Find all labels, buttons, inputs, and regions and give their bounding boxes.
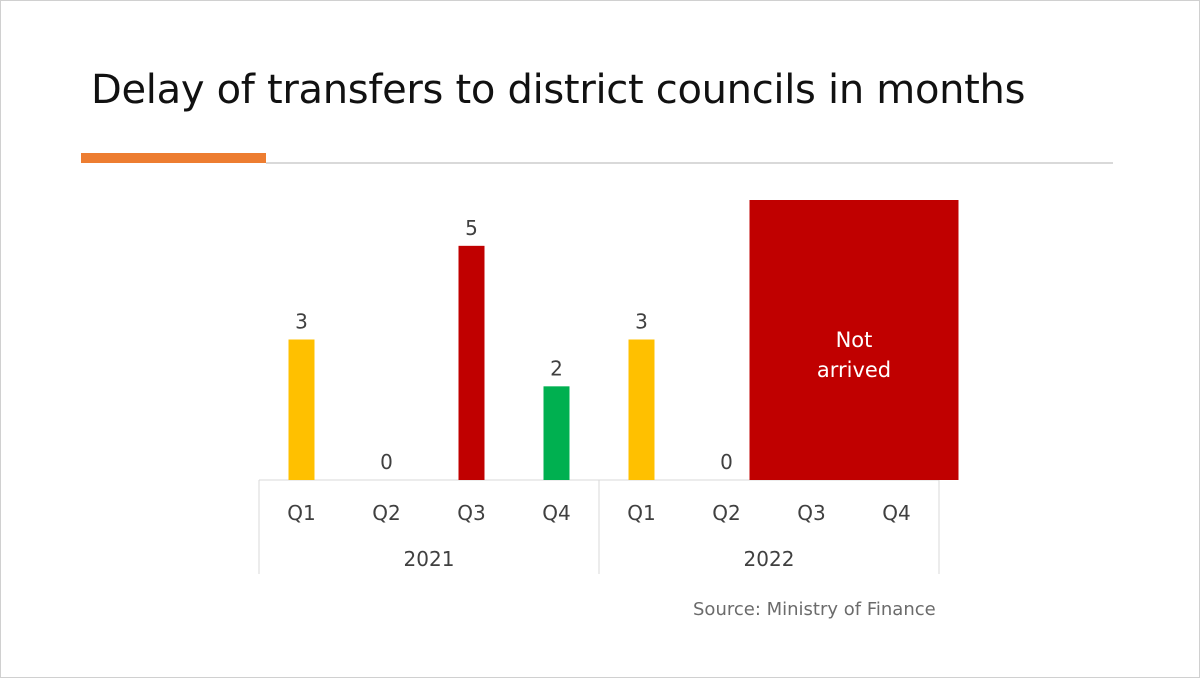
group-label: 2022 bbox=[744, 547, 795, 571]
source-note: Source: Ministry of Finance bbox=[693, 599, 936, 620]
x-tick-label: Q4 bbox=[542, 501, 570, 525]
chart-labels: 3 0 5 2 3 0 Not arrived bbox=[295, 216, 891, 474]
not-arrived-label: Not bbox=[836, 328, 873, 352]
bar bbox=[458, 245, 485, 480]
data-label: 3 bbox=[295, 310, 308, 334]
x-tick-label: Q1 bbox=[627, 501, 655, 525]
group-label: 2021 bbox=[404, 547, 455, 571]
data-label: 0 bbox=[380, 450, 393, 474]
x-tick-label: Q2 bbox=[372, 501, 400, 525]
page-title: Delay of transfers to district councils … bbox=[91, 67, 1026, 113]
data-label: 0 bbox=[720, 450, 733, 474]
x-tick-label: Q4 bbox=[882, 501, 910, 525]
data-label: 5 bbox=[465, 216, 478, 240]
data-label: 3 bbox=[635, 310, 648, 334]
x-tick-label: Q3 bbox=[457, 501, 485, 525]
chart-axis: Q1 Q2 Q3 Q4 2021 Q1 Q2 Q3 Q4 2022 bbox=[258, 479, 940, 574]
not-arrived-label: arrived bbox=[817, 358, 891, 382]
not-arrived-block bbox=[749, 200, 959, 480]
data-label: 2 bbox=[550, 356, 563, 380]
x-tick-label: Q2 bbox=[712, 501, 740, 525]
bar bbox=[543, 386, 570, 480]
bar bbox=[628, 339, 655, 480]
x-tick-label: Q1 bbox=[287, 501, 315, 525]
bar bbox=[288, 339, 315, 480]
title-accent-bar bbox=[81, 153, 266, 163]
title-rule bbox=[266, 162, 1113, 164]
chart-bars bbox=[288, 200, 959, 480]
x-tick-label: Q3 bbox=[797, 501, 825, 525]
